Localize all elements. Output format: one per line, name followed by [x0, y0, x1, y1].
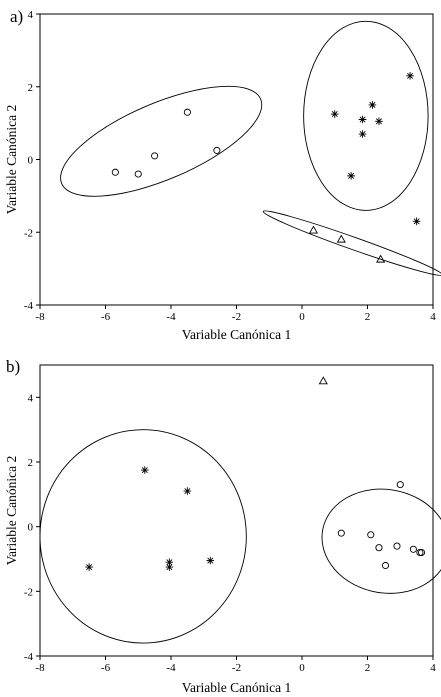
- series-asterisk: [303, 20, 429, 226]
- y-axis-title: Variable Canónica 2: [4, 105, 19, 214]
- y-tick-label: -4: [24, 651, 34, 663]
- x-tick-label: 4: [430, 311, 436, 323]
- y-tick-label: 4: [28, 392, 34, 404]
- y-tick-label: -4: [24, 300, 34, 312]
- x-tick-label: 2: [365, 311, 371, 323]
- data-point-asterisk: [141, 466, 149, 474]
- x-tick-label: 2: [365, 662, 371, 674]
- x-axis-title: Variable Canónica 1: [182, 327, 291, 342]
- x-axis-title: Variable Canónica 1: [182, 680, 291, 695]
- data-point-circle: [409, 545, 417, 553]
- data-point-asterisk: [358, 130, 367, 138]
- plot-frame: [39, 13, 434, 306]
- data-point-triangle: [308, 225, 319, 234]
- data-point-circle: [396, 481, 404, 489]
- data-point-circle: [183, 108, 191, 116]
- data-point-circle: [367, 531, 375, 539]
- x-tick-label: -2: [232, 311, 241, 323]
- series-asterisk: [39, 429, 247, 644]
- y-tick-label: 4: [28, 9, 34, 21]
- data-point-asterisk: [375, 117, 383, 126]
- data-point-asterisk: [368, 101, 377, 109]
- x-tick-label: 4: [430, 662, 436, 674]
- x-tick-label: -8: [35, 662, 45, 674]
- y-tick-label: 0: [28, 155, 34, 167]
- data-point-circle: [213, 146, 221, 154]
- data-point-asterisk: [206, 556, 215, 565]
- data-point-circle: [417, 548, 426, 557]
- data-point-asterisk: [183, 487, 192, 495]
- panel-b: -8 -6 -4 -2 0 2 4 -4 -2 0 2 4 Variable Canónica 1 Var…: [4, 357, 441, 695]
- data-point-asterisk: [85, 563, 93, 571]
- y-tick-label: 0: [28, 522, 34, 534]
- panel-a: -8 -6 -4 -2 0 2 4 -4 -2 0 2 4 Variable Canónica 1 Var…: [4, 7, 441, 342]
- x-tick-label: -6: [101, 311, 111, 323]
- x-tick-label: -4: [166, 662, 176, 674]
- data-point-triangle: [336, 234, 346, 243]
- data-point-circle: [375, 544, 383, 552]
- confidence-ellipse: [303, 20, 429, 211]
- data-point-circle: [393, 542, 401, 550]
- confidence-ellipse: [321, 488, 441, 594]
- y-tick-label: -2: [24, 586, 33, 598]
- data-point-triangle: [318, 376, 328, 385]
- x-tick-label: 0: [299, 311, 305, 323]
- x-tick-label: -8: [35, 311, 45, 323]
- data-point-asterisk: [330, 110, 339, 118]
- x-tick-label: -6: [101, 662, 111, 674]
- series-triangle: [262, 210, 441, 276]
- confidence-ellipse: [60, 85, 263, 197]
- data-point-asterisk: [165, 563, 174, 571]
- data-point-asterisk: [347, 172, 355, 180]
- y-tick-label: 2: [28, 457, 34, 469]
- x-tick-label: -2: [232, 662, 241, 674]
- panel-label: b): [6, 357, 20, 376]
- data-point-circle: [111, 168, 119, 176]
- confidence-ellipse: [262, 210, 441, 276]
- data-point-circle: [134, 170, 142, 178]
- x-tick-label: -4: [166, 311, 176, 323]
- data-point-circle: [381, 561, 390, 570]
- data-point-triangle: [376, 254, 386, 263]
- plot-frame: [39, 364, 434, 657]
- panel-label: a): [10, 7, 23, 26]
- series-triangle: [318, 376, 328, 385]
- data-point-asterisk: [406, 72, 414, 80]
- data-point-asterisk: [358, 115, 367, 124]
- confidence-ellipse: [39, 429, 247, 644]
- y-axis-title: Variable Canónica 2: [4, 456, 19, 565]
- data-point-asterisk: [165, 558, 174, 567]
- data-point-circle: [151, 152, 159, 160]
- data-point-circle: [337, 529, 345, 537]
- y-tick-label: 2: [28, 82, 34, 94]
- x-tick-label: 0: [299, 662, 305, 674]
- data-point-asterisk: [412, 217, 421, 226]
- series-circle: [60, 85, 263, 197]
- y-tick-label: -2: [24, 227, 33, 239]
- series-circle: [321, 481, 441, 594]
